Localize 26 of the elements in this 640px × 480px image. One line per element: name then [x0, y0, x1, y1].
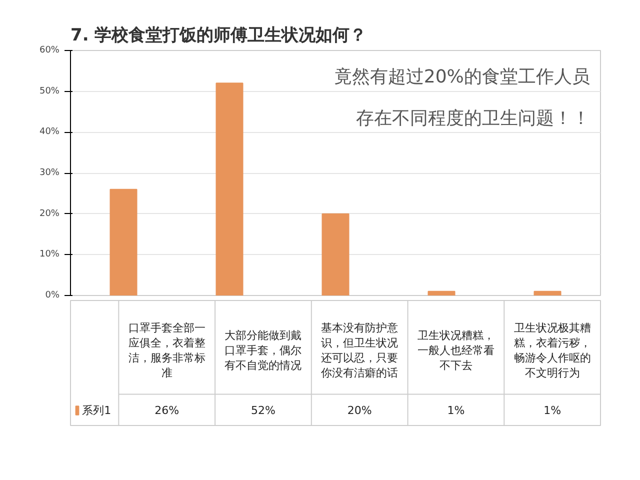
annotation: 存在不同程度的卫生问题！！ — [356, 108, 590, 129]
bar — [428, 290, 456, 296]
chart-title: 7. 学校食堂打饭的师傅卫生状况如何？ — [70, 26, 367, 46]
x-tick-label: 卫生状况糟糕，一般人也经常看不下去 — [417, 329, 494, 372]
x-tick-label: 口罩手套全部一应俱全，衣着整洁，服务非常标准 — [128, 322, 206, 380]
bar — [322, 213, 350, 296]
data-label: 20% — [347, 404, 372, 417]
annotation: 竟然有超过20%的食堂工作人员 — [334, 66, 590, 88]
x-tick-label: 大部分能做到戴口罩手套，偶尔有不自觉的情况 — [224, 329, 302, 372]
bar — [534, 290, 562, 296]
data-label: 52% — [251, 404, 276, 417]
y-tick-label: 50% — [39, 86, 60, 96]
data-label: 1% — [544, 404, 562, 417]
legend-label: 系列1 — [82, 404, 112, 417]
x-tick-label: 基本没有防护意识，但卫生状况还可以忍，只要你没有洁癖的话 — [321, 322, 398, 380]
x-tick-label: 卫生状况极其糟糕，衣着污秽，畅游令人作呕的不文明行为 — [514, 322, 591, 380]
y-tick-label: 60% — [39, 46, 60, 56]
y-tick-label: 20% — [39, 208, 60, 219]
y-tick-label: 40% — [39, 127, 60, 138]
bar — [216, 82, 244, 296]
data-label: 26% — [154, 404, 180, 417]
data-label: 1% — [447, 404, 465, 417]
y-tick-label: 30% — [39, 168, 60, 178]
y-tick-label: 0% — [45, 290, 60, 300]
bar — [110, 188, 138, 296]
y-tick-label: 10% — [39, 250, 60, 260]
